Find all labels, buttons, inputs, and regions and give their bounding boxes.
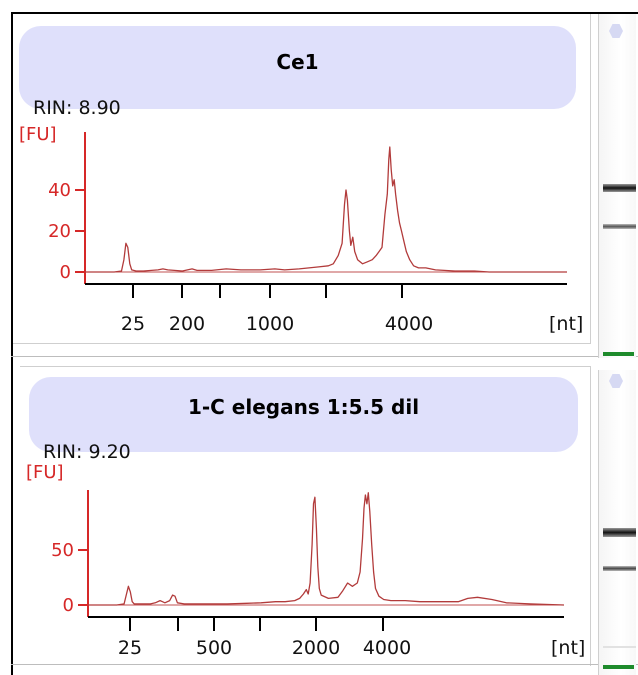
x-tick-label: 4000 — [363, 637, 411, 659]
panel-separator — [11, 664, 638, 665]
gel-lane — [598, 370, 636, 675]
hexagon-icon — [609, 24, 623, 38]
x-axis-unit: [nt] — [551, 637, 585, 659]
gel-band-28s — [603, 184, 636, 192]
x-axis-unit: [nt] — [549, 313, 583, 335]
panel-separator — [11, 356, 638, 357]
sample-header: 1-C elegans 1:5.5 dil RIN: 9.20 — [29, 377, 578, 463]
lower-marker-band — [603, 352, 634, 356]
x-tick-label: 25 — [121, 313, 145, 335]
rin-value: RIN: 9.20 — [43, 441, 131, 463]
electropherogram-trace — [85, 146, 567, 273]
electropherogram-plot: [FU] 0 50 25 500 2000 4000 [nt] — [26, 462, 585, 659]
gel-band-28s — [603, 528, 636, 537]
x-tick-label: 1000 — [246, 313, 294, 335]
x-tick-label: 200 — [169, 313, 205, 335]
gel-lane — [598, 14, 636, 358]
y-axis-label: [FU] — [19, 124, 57, 145]
x-tick-label: 500 — [196, 637, 232, 659]
gel-band-faint — [603, 646, 636, 648]
lower-marker-band — [603, 665, 634, 669]
electropherogram-panel-c-elegans[interactable]: 1-C elegans 1:5.5 dil RIN: 9.20 [FU] 0 50 2… — [20, 366, 591, 666]
y-tick-label: 40 — [48, 180, 71, 201]
x-tick-label: 2000 — [292, 637, 340, 659]
plot-frame — [11, 12, 638, 675]
electropherogram-plot: [FU] 0 20 40 25 200 1000 4000 [nt] — [19, 124, 583, 335]
y-axis-label: [FU] — [26, 462, 64, 483]
x-tick-label: 4000 — [385, 313, 433, 335]
sample-title: Ce1 — [276, 50, 319, 74]
y-tick-label: 20 — [48, 221, 71, 242]
electropherogram-panel-ce1[interactable]: Ce1 RIN: 8.90 [FU] 0 20 40 25 200 1000 4000 [nt] — [13, 14, 591, 344]
y-tick-label: 50 — [51, 540, 74, 561]
y-tick-label: 0 — [60, 262, 71, 283]
sample-title: 1-C elegans 1:5.5 dil — [187, 395, 420, 419]
x-tick-label: 25 — [118, 637, 142, 659]
electropherogram-trace — [88, 492, 565, 606]
rin-value: RIN: 8.90 — [33, 97, 121, 119]
y-tick-label: 0 — [63, 595, 74, 616]
gel-band-18s — [603, 566, 636, 571]
sample-header: Ce1 RIN: 8.90 — [19, 26, 576, 119]
gel-band-18s — [603, 224, 636, 229]
hexagon-icon — [609, 374, 623, 388]
